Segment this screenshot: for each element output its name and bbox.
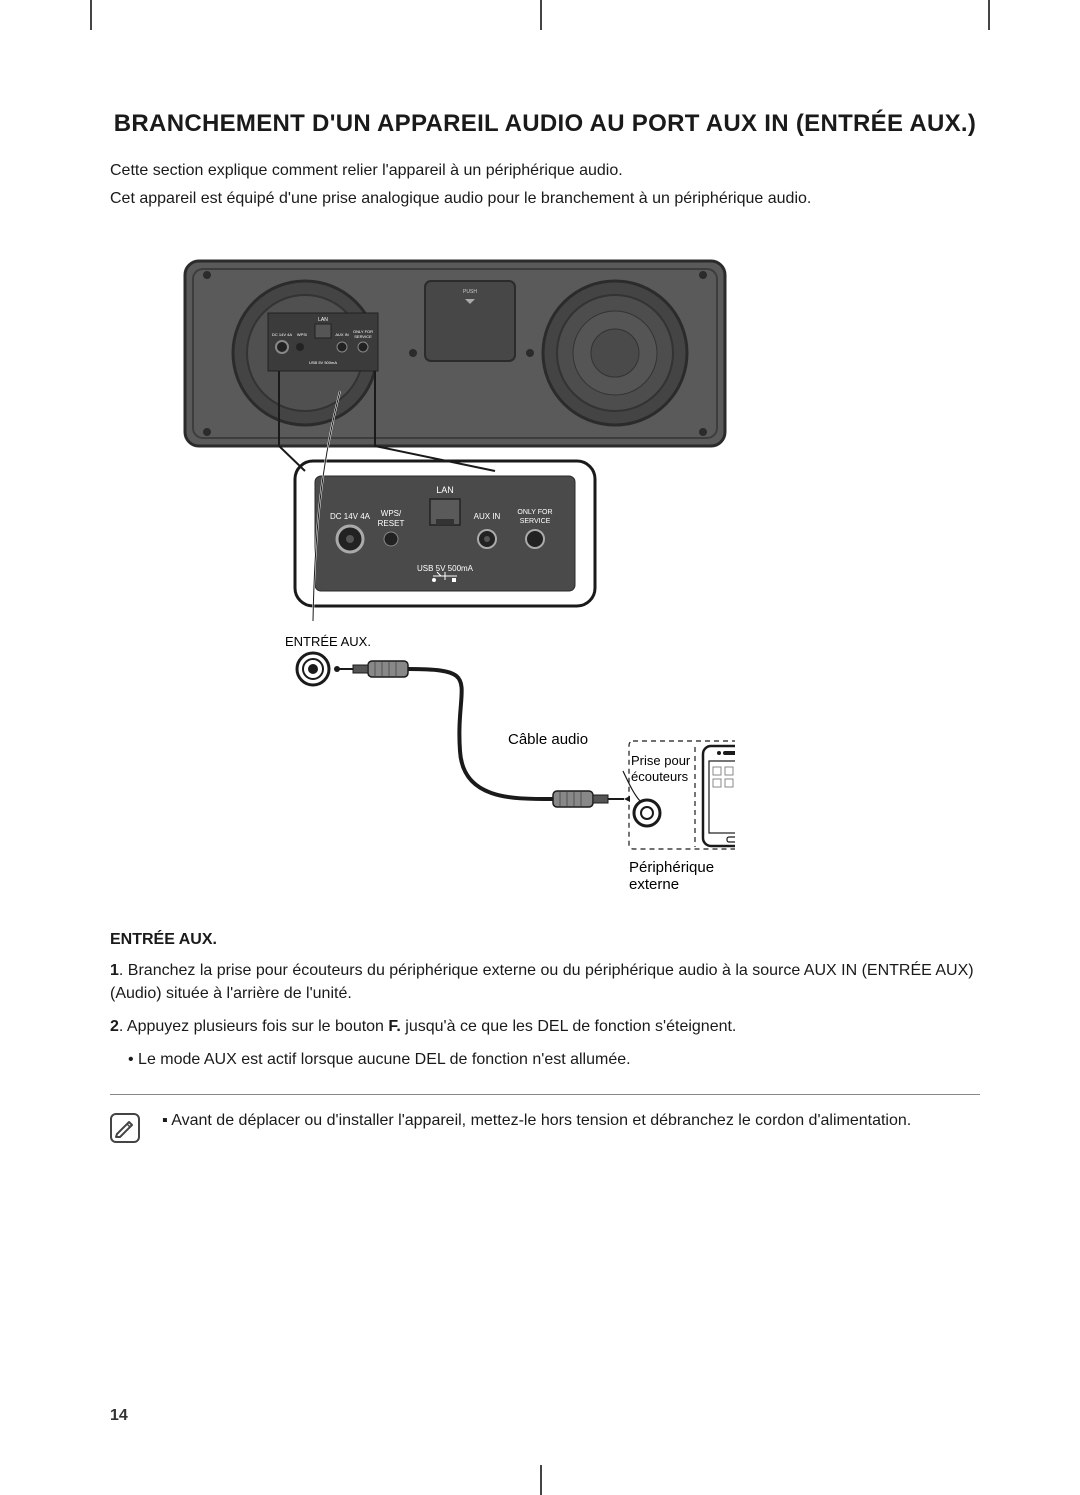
port-panel-enlarged: LAN DC 14V 4A WPS/ RESET AUX IN ONLY FOR…: [295, 461, 595, 606]
note-body: Avant de déplacer ou d'installer l'appar…: [171, 1112, 911, 1129]
step-text: . Branchez la prise pour écouteurs du pé…: [110, 962, 974, 1002]
speaker-unit: LAN DC 14V 4A WPS/ AUX IN ONLY FOR SERVI…: [185, 261, 725, 446]
step-text-pre: . Appuyez plusieurs fois sur le bouton: [119, 1018, 389, 1035]
port-lan-small: LAN: [318, 317, 328, 323]
svg-text:AUX IN: AUX IN: [474, 512, 501, 521]
step-1: 1. Branchez la prise pour écouteurs du p…: [110, 959, 980, 1005]
page-content: BRANCHEMENT D'UN APPAREIL AUDIO AU PORT …: [0, 0, 1080, 1203]
svg-text:SERVICE: SERVICE: [520, 518, 551, 525]
intro-line: Cet appareil est équipé d'une prise anal…: [110, 188, 980, 210]
note-bullet: ▪: [162, 1112, 168, 1129]
svg-text:USB 5V 500mA: USB 5V 500mA: [417, 564, 474, 573]
step-number: 2: [110, 1018, 119, 1035]
step-2: 2. Appuyez plusieurs fois sur le bouton …: [110, 1015, 980, 1038]
crop-mark: [988, 0, 990, 30]
svg-text:DC 14V 4A: DC 14V 4A: [272, 332, 292, 337]
svg-text:ONLY FOR: ONLY FOR: [517, 509, 552, 516]
note-text: ▪ Avant de déplacer ou d'installer l'app…: [156, 1109, 911, 1132]
connection-diagram: LAN DC 14V 4A WPS/ AUX IN ONLY FOR SERVI…: [175, 251, 735, 891]
aux-jack-socket: [297, 653, 329, 685]
audio-plug-left: [334, 661, 408, 677]
crop-mark: [90, 0, 92, 30]
label-peripherique-externe: Périphérique externe: [629, 859, 735, 893]
page-title: BRANCHEMENT D'UN APPAREIL AUDIO AU PORT …: [110, 110, 980, 138]
svg-text:DC 14V 4A: DC 14V 4A: [330, 512, 371, 521]
diagram-svg: LAN DC 14V 4A WPS/ AUX IN ONLY FOR SERVI…: [175, 251, 735, 891]
step-text-post: jusqu'à ce que les DEL de fonction s'éte…: [401, 1018, 737, 1035]
svg-text:USB 5V 500mA: USB 5V 500mA: [309, 360, 337, 365]
label-entree-aux: ENTRÉE AUX.: [285, 634, 371, 649]
section-header-entree-aux: ENTRÉE AUX.: [110, 931, 980, 949]
headphone-jack-icon: [634, 800, 660, 826]
label-prise-ecouteurs-1: Prise pour: [631, 753, 690, 768]
separator-line: [110, 1094, 980, 1095]
label-cable-audio: Câble audio: [508, 731, 588, 748]
crop-mark: [540, 0, 542, 30]
svg-text:RESET: RESET: [378, 519, 405, 528]
audio-plug-right: [553, 791, 630, 807]
svg-text:PUSH: PUSH: [463, 289, 477, 295]
svg-text:AUX IN: AUX IN: [335, 332, 348, 337]
page-number: 14: [110, 1407, 128, 1425]
svg-text:SERVICE: SERVICE: [354, 334, 372, 339]
pencil-note-icon: [110, 1113, 140, 1143]
crop-mark: [540, 1465, 542, 1495]
step-2-bullet: • Le mode AUX est actif lorsque aucune D…: [128, 1048, 980, 1071]
step-number: 1: [110, 962, 119, 979]
intro-block: Cette section explique comment relier l'…: [110, 160, 980, 211]
external-device-phone: [703, 746, 735, 846]
svg-text:WPS/: WPS/: [297, 332, 308, 337]
svg-text:LAN: LAN: [436, 485, 454, 495]
svg-text:WPS/: WPS/: [381, 509, 402, 518]
label-prise-ecouteurs-2: écouteurs: [631, 769, 688, 784]
intro-line: Cette section explique comment relier l'…: [110, 160, 980, 182]
note-block: ▪ Avant de déplacer ou d'installer l'app…: [110, 1109, 980, 1143]
f-button-ref: F.: [388, 1018, 400, 1035]
